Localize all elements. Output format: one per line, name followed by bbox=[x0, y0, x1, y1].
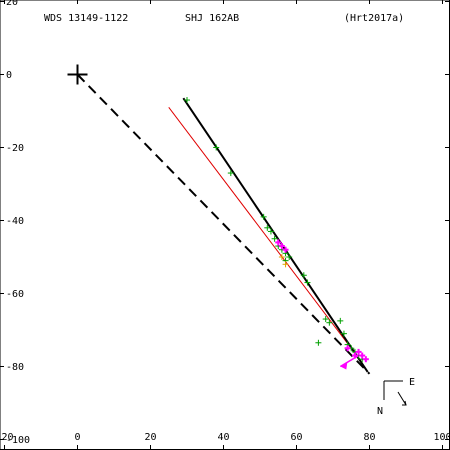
observation-markers bbox=[67, 64, 369, 370]
wds-identifier: WDS 13149-1122 bbox=[44, 13, 128, 24]
periastron-dashed-line bbox=[76, 73, 371, 375]
observation-point-green bbox=[267, 228, 274, 235]
observation-point-green bbox=[271, 235, 278, 242]
y-tick-label: -40 bbox=[6, 216, 24, 227]
observation-point-magenta bbox=[275, 239, 282, 246]
observation-point-green bbox=[260, 213, 267, 220]
observation-point-green bbox=[300, 272, 307, 279]
observation-point-magenta bbox=[362, 356, 369, 363]
orbit-fit-line bbox=[182, 97, 369, 373]
observation-point-magenta bbox=[344, 345, 351, 352]
orbit-reference: (Hrt2017a) bbox=[344, 13, 404, 24]
discoverer-designation: SHJ 162AB bbox=[185, 13, 239, 24]
observation-point-orange bbox=[278, 254, 285, 260]
y-tick-label: 0 bbox=[6, 70, 12, 81]
motion-arrow-head bbox=[402, 400, 407, 406]
observation-point-green bbox=[315, 339, 322, 346]
observation-point-green bbox=[340, 330, 347, 337]
x-tick-label: 80 bbox=[363, 432, 375, 443]
observation-point-green bbox=[322, 316, 329, 323]
y-tick-label: -60 bbox=[6, 289, 24, 300]
compass: E N bbox=[377, 377, 415, 417]
observation-point-orange bbox=[282, 261, 289, 268]
observation-point-magenta bbox=[282, 246, 289, 253]
compass-north-label: N bbox=[377, 406, 383, 417]
observation-point-green bbox=[184, 97, 190, 104]
x-tick-label: 0 bbox=[74, 432, 80, 443]
x-tick-label: 40 bbox=[217, 432, 229, 443]
compass-east-label: E bbox=[409, 377, 415, 388]
residual-arrow-head bbox=[340, 362, 348, 370]
x-tick-label: 20 bbox=[144, 432, 156, 443]
alternate-orbit-line bbox=[168, 107, 363, 364]
observation-point-green bbox=[337, 317, 344, 324]
observation-point-magenta bbox=[355, 348, 362, 355]
y-tick-label: -100 bbox=[6, 435, 30, 446]
x-tick-label: 60 bbox=[290, 432, 302, 443]
motion-direction-arrow bbox=[397, 391, 407, 406]
residual-arrow-line bbox=[339, 354, 359, 368]
observation-point-green bbox=[286, 254, 293, 260]
observation-point-green bbox=[304, 279, 311, 286]
x-tick-label: -20 bbox=[0, 432, 14, 443]
observation-point-magenta bbox=[278, 243, 285, 250]
x-tick-label: 100 bbox=[433, 432, 450, 443]
observation-point-green bbox=[326, 319, 333, 326]
observation-point-green bbox=[227, 170, 234, 177]
orbit-lines bbox=[76, 73, 371, 375]
y-tick-label: 20 bbox=[6, 0, 18, 8]
observation-point-green bbox=[213, 144, 220, 151]
primary-star-marker bbox=[67, 64, 88, 85]
observation-point-magenta bbox=[359, 352, 366, 359]
observation-point-green bbox=[264, 224, 271, 231]
y-tick-label: -80 bbox=[6, 362, 24, 373]
y-tick-label: -20 bbox=[6, 143, 24, 154]
